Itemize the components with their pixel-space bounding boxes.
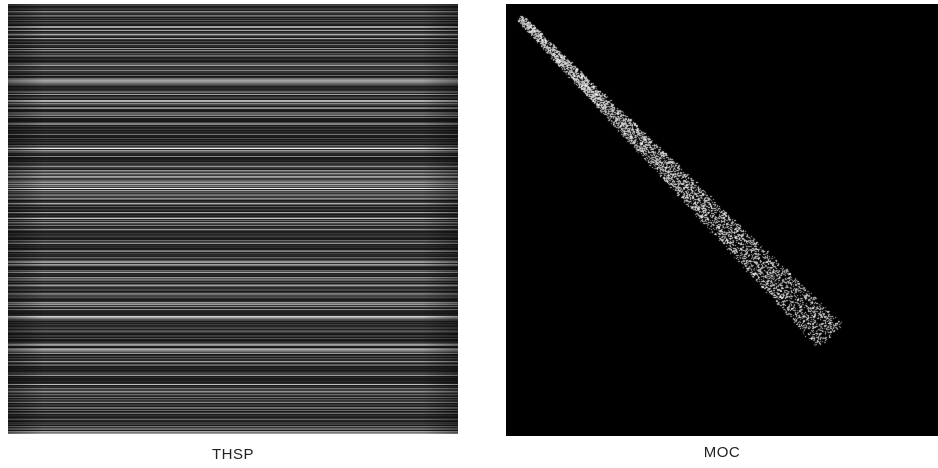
thsp-image: [8, 4, 458, 434]
moc-image: [506, 4, 938, 436]
thsp-stripes: [8, 4, 458, 434]
moc-scatter: [506, 4, 938, 436]
thsp-caption: THSP: [211, 446, 254, 463]
moc-caption: MOC: [703, 444, 741, 461]
